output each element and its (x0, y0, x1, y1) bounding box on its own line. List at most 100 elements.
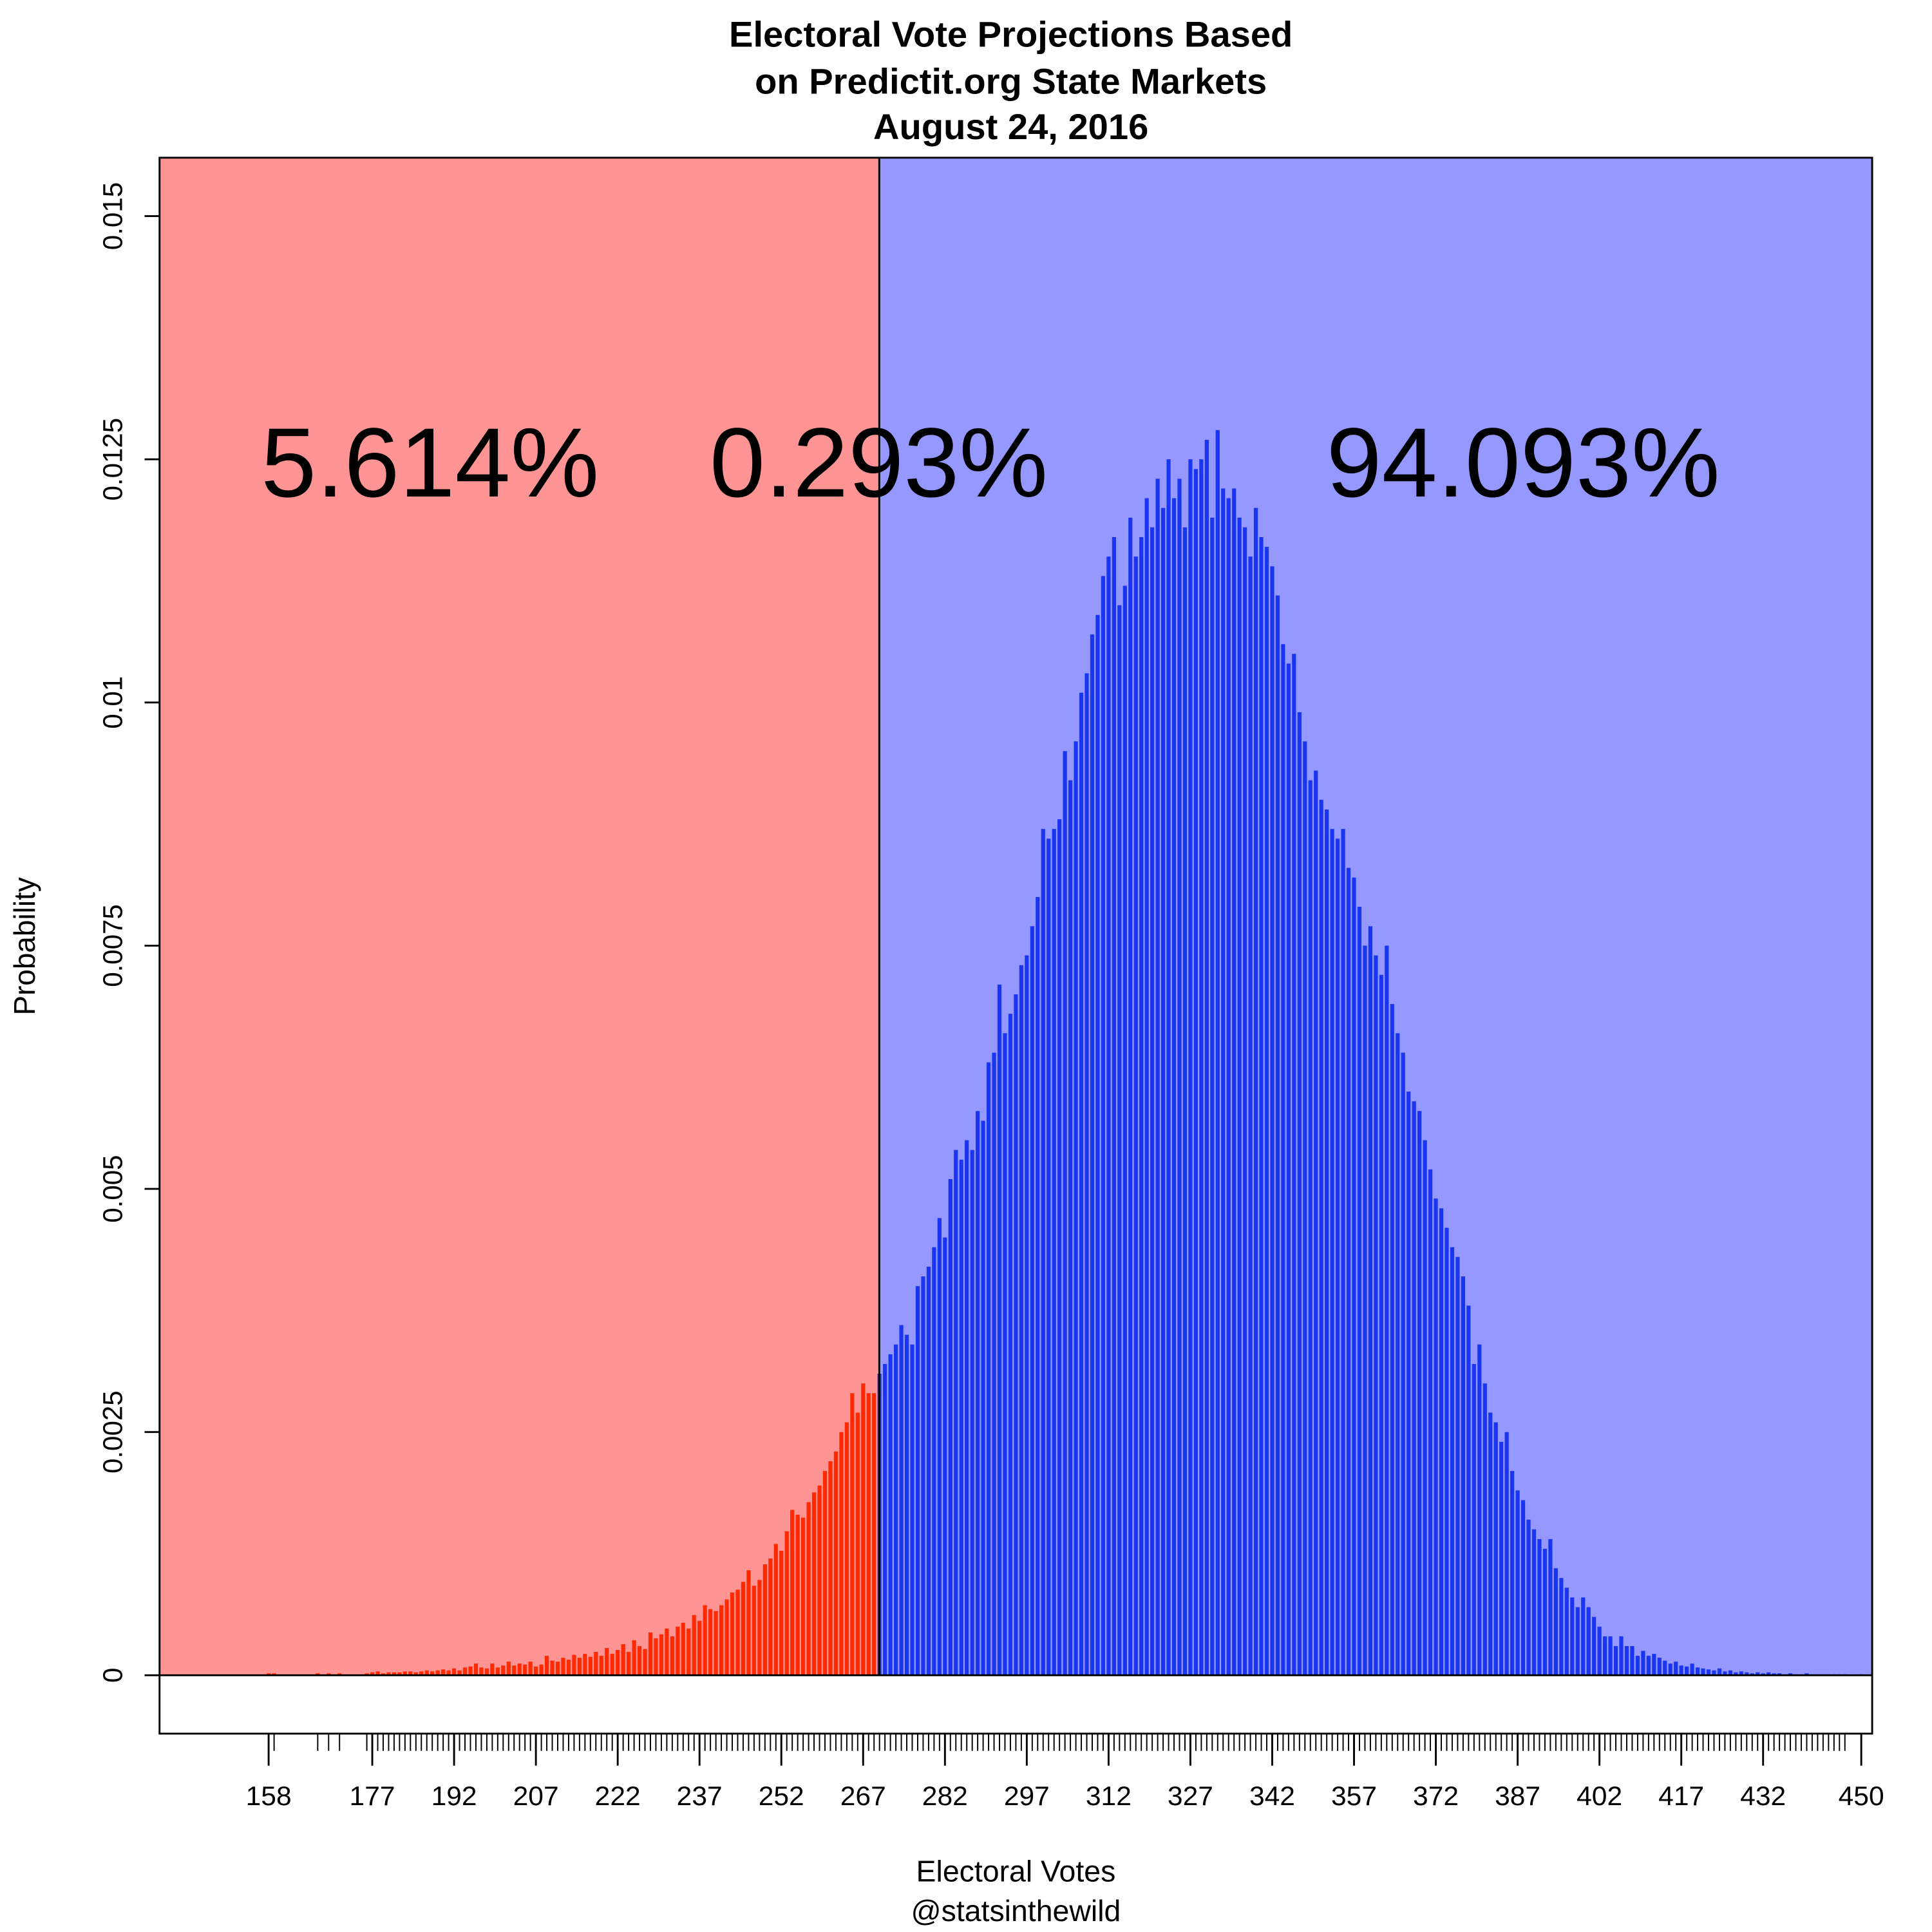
bar (899, 1325, 904, 1676)
bar (327, 1673, 331, 1676)
bar (1423, 1140, 1427, 1676)
bar (1063, 751, 1067, 1676)
bar (1723, 1671, 1727, 1676)
bar (681, 1622, 685, 1676)
bar (1139, 537, 1144, 1676)
bar (1281, 644, 1285, 1676)
bar (943, 1237, 947, 1676)
bar (1182, 527, 1188, 1676)
bar (1520, 1500, 1526, 1676)
bar (1128, 517, 1133, 1676)
x-tick-label: 417 (1658, 1781, 1704, 1811)
bar (643, 1649, 647, 1676)
bar (1586, 1607, 1591, 1676)
bar (1728, 1670, 1732, 1676)
bar (1036, 896, 1040, 1676)
bar (697, 1620, 702, 1676)
bar (1264, 547, 1269, 1676)
bar (1221, 488, 1226, 1676)
bar (1117, 605, 1122, 1676)
bar (1750, 1673, 1754, 1676)
bar (904, 1334, 909, 1676)
bar (1385, 945, 1389, 1676)
bar (468, 1666, 473, 1676)
bar (484, 1668, 489, 1676)
bar (708, 1609, 713, 1676)
bar (1292, 654, 1296, 1676)
bar (1166, 459, 1171, 1676)
bar (965, 1140, 969, 1676)
bar (1439, 1208, 1444, 1676)
bar (665, 1628, 669, 1676)
bar (1690, 1663, 1694, 1676)
bar (1390, 1004, 1394, 1676)
x-tick-label: 312 (1086, 1781, 1132, 1811)
x-tick-label: 237 (677, 1781, 723, 1811)
bar (654, 1638, 658, 1676)
bar (948, 1179, 952, 1676)
bar (883, 1363, 887, 1676)
bar (757, 1580, 762, 1676)
y-tick-label: 0.015 (97, 182, 128, 250)
x-tick-label: 402 (1577, 1781, 1622, 1811)
bar (1368, 926, 1373, 1676)
bar (1041, 829, 1045, 1676)
bar (1150, 527, 1155, 1676)
bar (1160, 507, 1166, 1676)
bar (413, 1672, 418, 1676)
y-tick-label: 0.0125 (97, 418, 128, 501)
bar (1177, 478, 1182, 1676)
bar (1777, 1673, 1782, 1676)
bar (1461, 1276, 1465, 1676)
bar (1003, 1033, 1007, 1676)
bar (1025, 955, 1029, 1676)
bar (1542, 1548, 1548, 1676)
bar (1352, 877, 1356, 1676)
bar (1679, 1665, 1683, 1676)
bar (1068, 780, 1073, 1676)
x-tick-label: 282 (922, 1781, 968, 1811)
y-tick-label: 0.0025 (97, 1390, 128, 1473)
bar (659, 1634, 664, 1676)
bar (790, 1510, 795, 1676)
x-tick-label: 207 (513, 1781, 559, 1811)
bar (762, 1564, 767, 1676)
bar (1608, 1636, 1613, 1676)
y-tick-label: 0 (97, 1668, 128, 1683)
bar (1482, 1383, 1487, 1676)
bar (1336, 838, 1340, 1676)
bar (1663, 1660, 1667, 1676)
bar (1319, 799, 1323, 1676)
y-tick-label: 0.005 (97, 1155, 128, 1222)
bar (272, 1673, 276, 1676)
bar (381, 1673, 386, 1676)
bar (806, 1502, 811, 1676)
bar (992, 1052, 996, 1676)
bar (1417, 1111, 1422, 1676)
bar (1133, 556, 1138, 1676)
chart-title: August 24, 2016 (873, 106, 1148, 147)
bar (850, 1393, 855, 1676)
bar (926, 1266, 931, 1676)
bar (1052, 829, 1056, 1676)
bar (1008, 1014, 1013, 1676)
bar (594, 1652, 598, 1676)
bar (1188, 459, 1193, 1676)
bar (1014, 994, 1018, 1676)
bar (1259, 537, 1264, 1676)
bar (1248, 556, 1253, 1676)
bar (1548, 1539, 1553, 1676)
bar (648, 1632, 653, 1676)
y-tick-label: 0.0075 (97, 904, 128, 987)
x-tick-label: 432 (1740, 1781, 1786, 1811)
bar (981, 1121, 985, 1676)
bar (1466, 1305, 1471, 1676)
bar (1232, 488, 1236, 1676)
bar (1122, 585, 1127, 1676)
bar (1270, 566, 1274, 1676)
x-axis-label: Electoral Votes (916, 1855, 1116, 1888)
bar (1515, 1490, 1520, 1676)
bar (724, 1599, 729, 1676)
x-tick-label: 267 (840, 1781, 886, 1811)
bar (1434, 1198, 1438, 1676)
